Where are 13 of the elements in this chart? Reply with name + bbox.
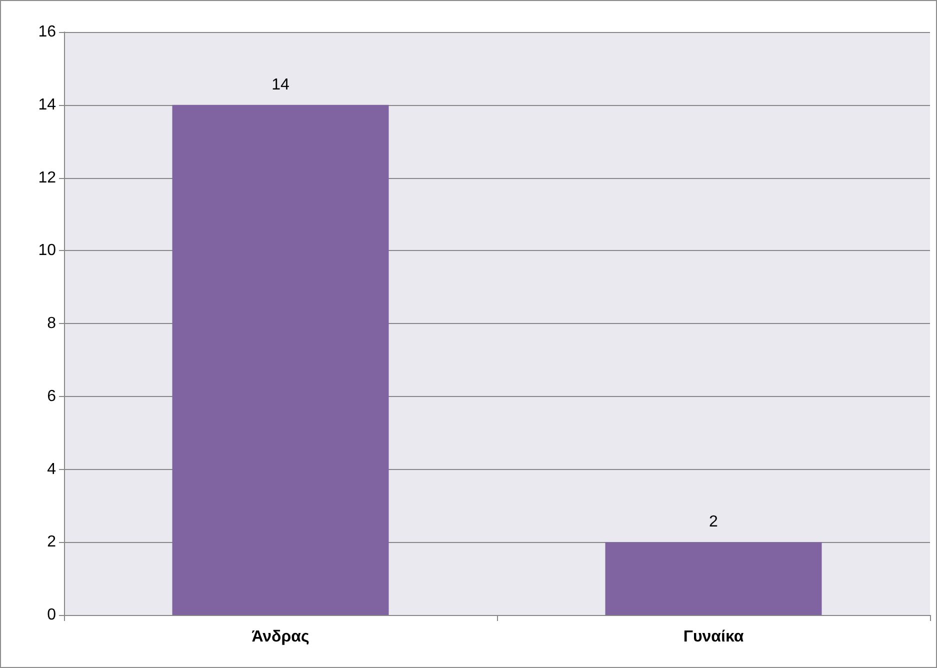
y-tick-label: 14 bbox=[38, 96, 56, 114]
y-tick-label: 12 bbox=[38, 169, 56, 186]
y-tick-label: 10 bbox=[38, 242, 56, 260]
y-tick-label: 16 bbox=[38, 24, 56, 40]
x-tick-label: Άνδρας bbox=[252, 628, 310, 646]
data-label: 2 bbox=[709, 514, 718, 531]
y-tick-label: 2 bbox=[47, 534, 56, 551]
data-label: 14 bbox=[272, 76, 290, 94]
y-tick-label: 6 bbox=[47, 388, 56, 405]
x-tick-label: Γυναίκα bbox=[683, 628, 744, 646]
y-tick-label: 4 bbox=[47, 460, 56, 478]
y-tick-label: 0 bbox=[47, 606, 56, 624]
y-tick-label: 8 bbox=[47, 315, 56, 332]
